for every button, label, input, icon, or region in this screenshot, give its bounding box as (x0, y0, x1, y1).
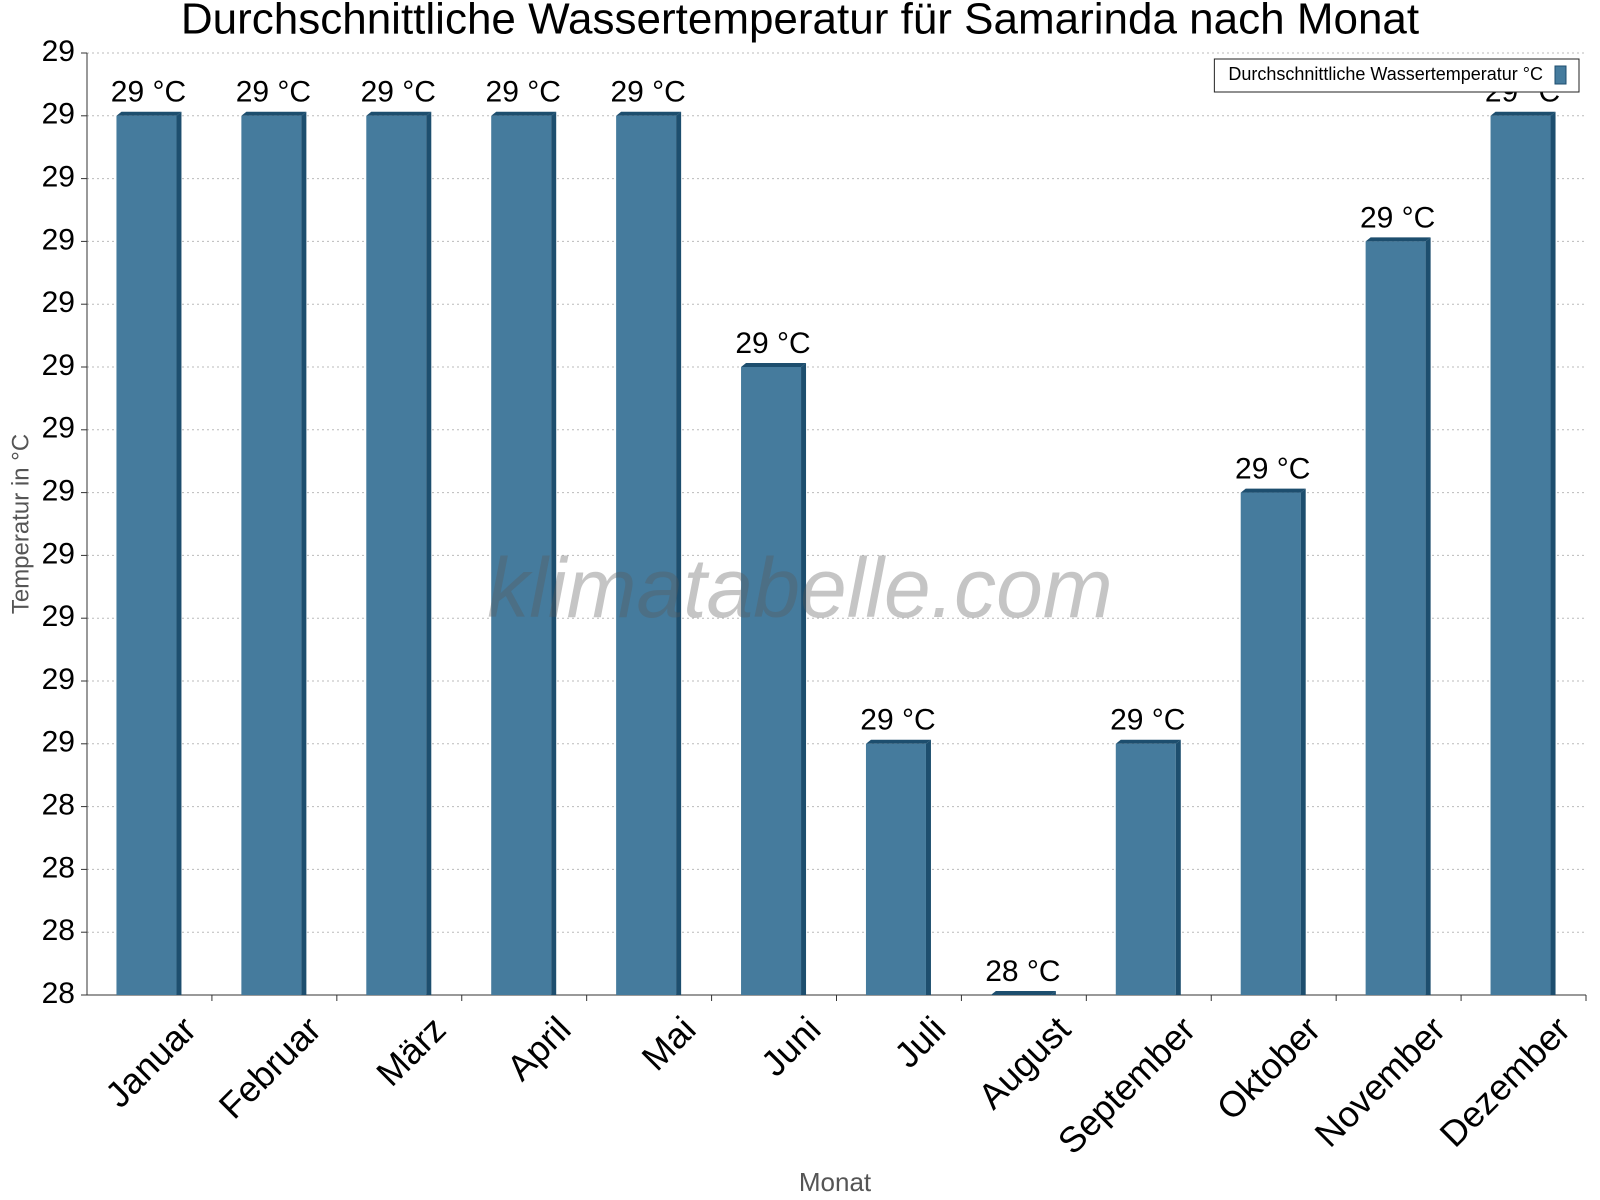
y-tick-label: 29 (42, 35, 75, 68)
bar-group (741, 363, 807, 995)
bar (1115, 743, 1176, 995)
bar (1490, 115, 1551, 996)
bar-side (925, 739, 931, 995)
bar (241, 115, 302, 996)
bar-side (1300, 488, 1306, 995)
bar-group (116, 111, 182, 996)
bar (1365, 241, 1426, 995)
y-tick-label: 29 (42, 537, 75, 570)
y-tick-label: 29 (42, 98, 75, 131)
x-tick-label: Oktober (1209, 1008, 1329, 1128)
bar-side (426, 111, 432, 996)
bar-side (1425, 237, 1431, 995)
value-label: 29 °C (1360, 201, 1435, 234)
watermark: klimatabelle.com (487, 541, 1113, 635)
legend-label: Durchschnittliche Wassertemperatur °C (1228, 64, 1543, 84)
bar-side (551, 111, 557, 996)
bar (616, 115, 677, 996)
bar-top (865, 739, 931, 744)
value-label: 29 °C (486, 76, 561, 109)
x-tick-label: Dezember (1432, 1008, 1578, 1154)
y-tick-label: 29 (42, 161, 75, 194)
y-tick-label: 29 (42, 600, 75, 633)
y-tick-label: 29 (42, 663, 75, 696)
bar-top (1490, 111, 1556, 116)
bar-group (1365, 237, 1431, 995)
bar-side (301, 111, 307, 996)
bar-group (616, 111, 682, 996)
bar-group (990, 991, 1056, 995)
x-tick-label: Februar (211, 1008, 329, 1126)
bar-group (1490, 111, 1556, 996)
y-tick-label: 28 (42, 977, 75, 1010)
bar-top (741, 363, 807, 367)
y-axis-title: Temperatur in °C (7, 434, 34, 614)
bar-side (676, 111, 682, 996)
bar-top (241, 111, 307, 116)
bar-group (491, 111, 557, 996)
x-axis-title: Monat (799, 1167, 872, 1197)
bar-side (1550, 111, 1556, 996)
bar-top (1240, 488, 1306, 493)
y-tick-label: 29 (42, 286, 75, 319)
bar-group (366, 111, 432, 996)
x-tick-label: Januar (97, 1008, 204, 1115)
x-tick-label: August (970, 1008, 1078, 1116)
bar-top (366, 111, 432, 116)
bar-group (1240, 488, 1306, 995)
bar-group (865, 739, 931, 995)
value-label: 29 °C (111, 76, 186, 109)
bar (1240, 492, 1301, 995)
bar-side (176, 111, 182, 996)
bar-top (1115, 739, 1181, 744)
bar-top (116, 111, 182, 116)
value-label: 29 °C (1110, 704, 1185, 737)
value-label: 28 °C (985, 955, 1060, 988)
bar-top (491, 111, 557, 116)
y-tick-label: 29 (42, 223, 75, 256)
x-tick-label: Juli (886, 1008, 953, 1075)
y-tick-label: 29 (42, 349, 75, 382)
value-label: 29 °C (1235, 453, 1310, 486)
x-tick-label: November (1307, 1008, 1453, 1154)
legend-swatch (1554, 65, 1567, 85)
bar-group (241, 111, 307, 996)
bar-side (801, 363, 807, 995)
bar (491, 115, 552, 996)
chart-title: Durchschnittliche Wassertemperatur für S… (181, 0, 1419, 44)
bar-top (990, 991, 1056, 995)
bar (865, 743, 926, 995)
y-tick-label: 29 (42, 412, 75, 445)
y-tick-label: 29 (42, 475, 75, 508)
x-tick-label: Juni (753, 1008, 829, 1084)
value-label: 29 °C (610, 76, 685, 109)
bar (116, 115, 177, 996)
y-tick-label: 29 (42, 726, 75, 759)
bar-top (1365, 237, 1431, 242)
y-tick-label: 28 (42, 851, 75, 884)
value-label: 29 °C (236, 76, 311, 109)
bar (741, 367, 802, 995)
x-tick-label: September (1050, 1008, 1204, 1162)
bar (366, 115, 427, 996)
value-label: 29 °C (361, 76, 436, 109)
legend-box (1213, 58, 1580, 93)
x-tick-label: Mai (633, 1008, 703, 1078)
x-tick-label: März (368, 1008, 454, 1094)
y-tick-label: 28 (42, 789, 75, 822)
value-label: 29 °C (735, 327, 810, 360)
bar-group (1115, 739, 1181, 995)
legend: Durchschnittliche Wassertemperatur °C (1213, 58, 1580, 93)
value-label: 29 °C (860, 704, 935, 737)
bar-side (1175, 739, 1181, 995)
y-tick-label: 28 (42, 914, 75, 947)
bar-top (616, 111, 682, 116)
x-tick-label: April (499, 1008, 579, 1088)
